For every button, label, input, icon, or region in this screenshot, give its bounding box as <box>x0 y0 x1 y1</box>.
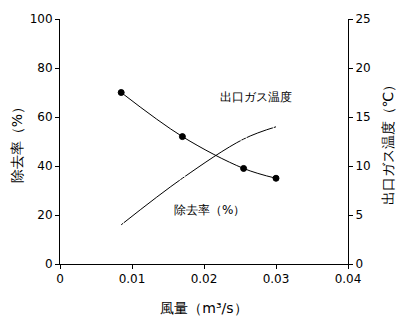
svg-text:5: 5 <box>355 208 363 222</box>
svg-text:20: 20 <box>355 61 370 75</box>
svg-text:40: 40 <box>37 159 52 173</box>
svg-text:60: 60 <box>37 110 52 124</box>
svg-text:除去率（%）: 除去率（%） <box>174 203 245 217</box>
svg-text:風量（m³/s）: 風量（m³/s） <box>160 300 247 316</box>
svg-text:100: 100 <box>30 12 53 26</box>
svg-text:0.02: 0.02 <box>191 272 218 286</box>
svg-text:25: 25 <box>355 12 370 26</box>
svg-text:0.03: 0.03 <box>263 272 290 286</box>
svg-text:0.04: 0.04 <box>335 272 362 286</box>
svg-text:15: 15 <box>355 110 370 124</box>
svg-text:0.01: 0.01 <box>119 272 146 286</box>
svg-text:出口ガス温度: 出口ガス温度 <box>220 90 292 104</box>
svg-text:20: 20 <box>37 208 52 222</box>
svg-text:出口ガス温度（℃）: 出口ガス温度（℃） <box>380 78 396 206</box>
svg-text:0: 0 <box>45 257 53 271</box>
svg-text:除去率（%）: 除去率（%） <box>9 100 25 183</box>
svg-text:80: 80 <box>37 61 52 75</box>
svg-text:10: 10 <box>355 159 370 173</box>
svg-text:0: 0 <box>56 272 64 286</box>
svg-text:0: 0 <box>355 257 363 271</box>
